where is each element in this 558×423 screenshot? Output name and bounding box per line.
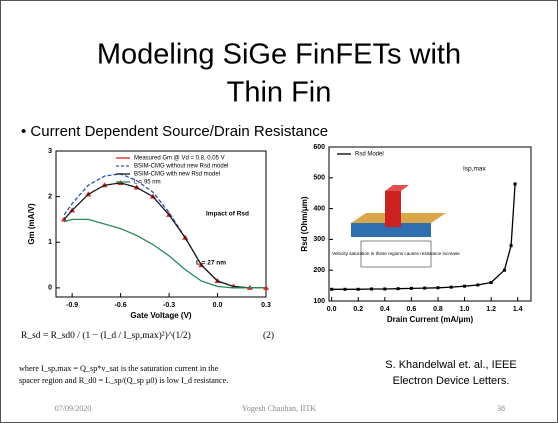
marker — [503, 269, 506, 272]
marker — [343, 288, 346, 291]
x-axis-label: Gate Voltage (V) — [130, 311, 192, 320]
marker — [370, 287, 373, 290]
y-tick-label: 400 — [313, 205, 325, 212]
legend-label: BSIM-CMG with new Rsd model — [134, 172, 220, 178]
legend-label: Measured Gm @ Vd = 0.8, 0.05 V — [134, 156, 225, 162]
footer-date: 07/09/2020 — [55, 404, 91, 413]
note: where I_sp,max = Q_sp*v_sat is the satur… — [19, 364, 219, 373]
legend-label: BSIM-CMG without new Rsd model — [134, 164, 228, 170]
series-line — [64, 183, 266, 288]
annotation: L = 27 nm — [196, 260, 226, 267]
y-axis-label: Rsd (Ohm/μm) — [300, 196, 309, 251]
marker — [357, 288, 360, 291]
x-tick-label: 0.3 — [261, 302, 271, 309]
marker — [410, 287, 413, 290]
marker — [463, 285, 466, 288]
marker — [510, 244, 513, 247]
legend-label: L = 95 nm — [134, 180, 161, 186]
footer-page: 38 — [497, 404, 505, 413]
y-tick-label: 500 — [313, 175, 325, 182]
title: Thin Fin — [227, 77, 332, 109]
y-tick-label: 600 — [313, 144, 325, 151]
y-tick-label: 1 — [48, 239, 52, 246]
footer-author: Yogesh Chauhan, IITK — [242, 404, 316, 413]
y-tick-label: 2 — [48, 193, 52, 200]
y-tick-label: 300 — [313, 236, 325, 243]
x-tick-label: -0.9 — [66, 302, 78, 309]
annotation: Impact of Rsd — [206, 211, 249, 218]
x-axis-label: Drain Current (mA/μm) — [387, 315, 474, 324]
x-tick-label: 1.2 — [486, 306, 496, 313]
note: spacer region and R_d0 = L_sp/(Q_sp μ0) … — [19, 376, 228, 385]
x-tick-label: -0.3 — [163, 302, 175, 309]
x-tick-label: 1.4 — [513, 306, 523, 313]
marker — [450, 286, 453, 289]
annotation: Isp,max — [463, 166, 487, 173]
y-tick-label: 3 — [48, 148, 52, 155]
x-tick-label: 0.6 — [407, 306, 417, 313]
marker — [330, 288, 333, 291]
x-tick-label: 0.4 — [380, 306, 390, 313]
x-tick-label: 0.0 — [213, 302, 223, 309]
annotation: Velocity saturation in these regions cau… — [332, 251, 460, 256]
legend-label: Rsd Model — [355, 152, 384, 158]
marker — [490, 281, 493, 284]
slide: Modeling SiGe FinFETs with Thin Fin • Cu… — [0, 0, 558, 423]
x-tick-label: -0.6 — [115, 302, 127, 309]
y-tick-label: 200 — [313, 267, 325, 274]
x-tick-label: 0.8 — [433, 306, 443, 313]
equation-number: (2) — [263, 330, 274, 341]
y-tick-label: 0 — [48, 285, 52, 292]
citation: Electron Device Letters. — [393, 375, 510, 387]
sketch — [385, 185, 409, 191]
marker — [436, 286, 439, 289]
y-axis-label: Gm (mA/V) — [27, 203, 36, 245]
series-line — [64, 219, 266, 288]
marker — [476, 283, 479, 286]
x-tick-label: 0.0 — [327, 306, 337, 313]
slide-canvas: Modeling SiGe FinFETs with Thin Fin • Cu… — [1, 1, 557, 422]
x-tick-label: 1.0 — [460, 306, 470, 313]
marker — [514, 182, 517, 185]
marker — [423, 287, 426, 290]
y-tick-label: 100 — [313, 298, 325, 305]
x-tick-label: 0.2 — [353, 306, 363, 313]
marker — [397, 287, 400, 290]
equation: R_sd = R_sd0 / (1 − (I_d / I_sp,max)²)^(… — [21, 330, 191, 341]
marker — [383, 287, 386, 290]
citation: S. Khandelwal et. al., IEEE — [385, 359, 516, 371]
title: Modeling SiGe FinFETs with — [97, 39, 461, 71]
sketch — [385, 191, 401, 227]
bullet: • Current Dependent Source/Drain Resista… — [21, 123, 328, 140]
